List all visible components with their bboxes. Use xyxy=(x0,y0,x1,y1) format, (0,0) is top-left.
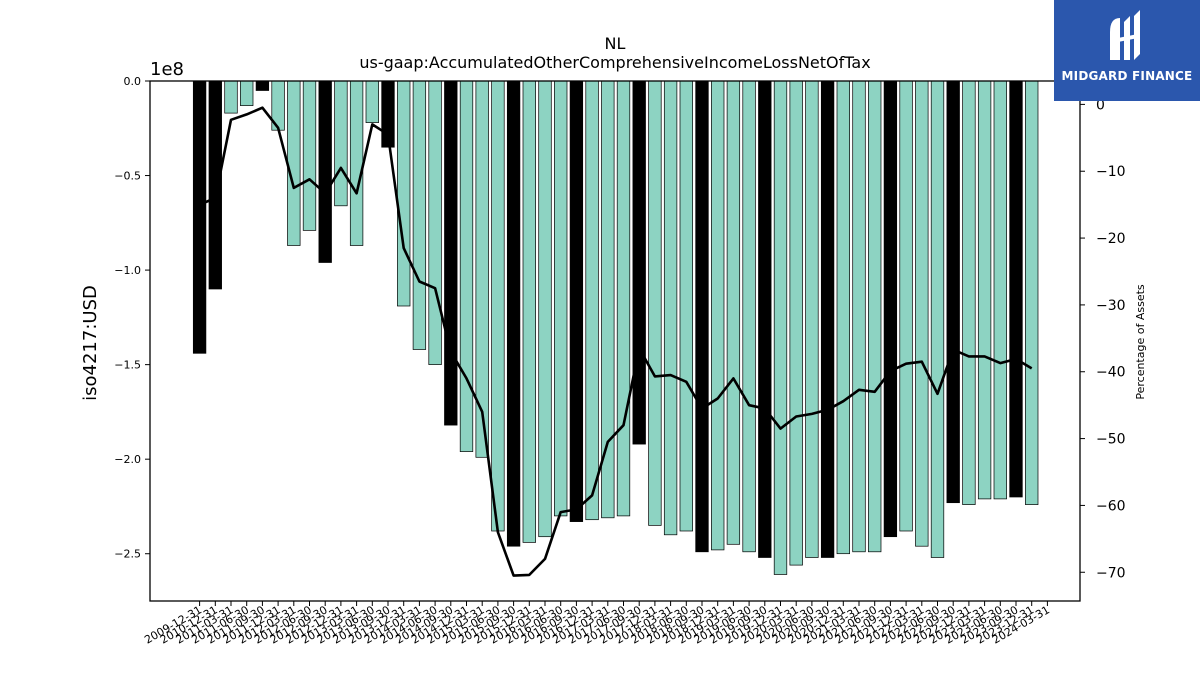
bar-2016-09-30 xyxy=(569,80,584,522)
bar-2016-06-30 xyxy=(554,80,568,517)
bar-2019-06-30 xyxy=(742,80,756,553)
y2-tick-label: −20 xyxy=(1096,231,1126,247)
x-ticks-group: 2009-12-312010-12-312011-03-312011-06-30… xyxy=(142,601,1052,647)
y-multiplier-label: 1e8 xyxy=(150,59,184,80)
bar-2023-12-31 xyxy=(1025,80,1039,505)
bar-2011-09-30 xyxy=(255,80,270,91)
bar-2011-03-31 xyxy=(224,80,238,114)
plot-frame xyxy=(149,80,1081,602)
y-tick-label: −1.5 xyxy=(114,359,141,372)
bar-2017-09-30 xyxy=(632,80,646,445)
bar-2022-12-31 xyxy=(962,80,976,505)
y2-tick-label: −30 xyxy=(1096,298,1126,314)
y2-tick-label: −10 xyxy=(1096,164,1126,180)
bar-2022-09-30 xyxy=(946,80,960,504)
bar-2021-09-30 xyxy=(883,80,898,538)
bar-2020-06-30 xyxy=(805,80,819,558)
bar-2013-03-31 xyxy=(349,80,364,246)
y2-tick-label: −60 xyxy=(1096,498,1126,514)
bar-2017-06-30 xyxy=(616,80,631,517)
y2-tick-label: −70 xyxy=(1096,565,1126,581)
y-ticks-group: 0.0 −0.5 −1.0 −1.5 −2.0 −2.5 xyxy=(114,75,150,561)
y-tick-label: −0.5 xyxy=(114,170,141,183)
bar-2016-12-31 xyxy=(585,80,599,521)
bar-2011-06-30 xyxy=(240,80,254,106)
bar-2014-12-31 xyxy=(459,80,474,452)
bar-2018-12-31 xyxy=(711,80,725,551)
bar-2017-03-31 xyxy=(601,80,615,519)
y2-tick-label: −40 xyxy=(1096,365,1126,381)
bar-2012-09-30 xyxy=(318,80,332,263)
bar-2012-06-30 xyxy=(302,80,317,231)
midgard-logo-icon xyxy=(1110,10,1140,60)
y2-ticks-group: 0 −10 −20 −30 −40 −50 −60 −70 xyxy=(1080,97,1126,581)
chart-subtitle: us-gaap:AccumulatedOtherComprehensiveInc… xyxy=(359,53,870,72)
logo-name: MIDGARD FINANCE xyxy=(1061,69,1193,83)
bar-2013-06-30 xyxy=(365,80,379,123)
bars-group xyxy=(192,80,1039,575)
bar-2014-03-31 xyxy=(412,80,427,350)
y2-tick-label: 0 xyxy=(1096,97,1105,113)
bar-2010-12-31 xyxy=(208,80,222,290)
bar-2016-03-31 xyxy=(538,80,552,538)
bar-2023-09-30 xyxy=(1009,80,1023,498)
midgard-logo: MIDGARD FINANCE xyxy=(1054,0,1200,101)
bar-2023-06-30 xyxy=(993,80,1007,500)
bar-2018-09-30 xyxy=(695,80,709,553)
y2-tick-label: −50 xyxy=(1096,432,1126,448)
y-tick-label: −2.0 xyxy=(114,453,141,466)
pct-assets-line xyxy=(199,106,1033,577)
bar-2019-12-31 xyxy=(773,80,788,575)
bar-2019-03-31 xyxy=(726,80,741,545)
bar-2019-09-30 xyxy=(758,80,772,558)
bar-2020-03-31 xyxy=(789,80,803,566)
y2-axis-label: Percentage of Assets xyxy=(1134,284,1147,400)
bar-2018-03-31 xyxy=(663,80,678,536)
bar-2015-12-31 xyxy=(522,80,536,543)
y-tick-label: −2.5 xyxy=(114,548,141,561)
bar-2020-09-30 xyxy=(820,80,835,558)
bar-2012-12-31 xyxy=(334,80,348,207)
bar-2009-12-31 xyxy=(192,80,207,354)
pct-line-group xyxy=(199,106,1033,577)
bar-2017-12-31 xyxy=(648,80,662,526)
y-axis-label: iso4217:USD xyxy=(80,285,101,401)
bar-2023-03-31 xyxy=(977,80,992,500)
y-tick-label: 0.0 xyxy=(124,75,142,88)
bar-2014-06-30 xyxy=(428,80,442,365)
chart-title: NL xyxy=(605,34,626,53)
bar-2015-06-30 xyxy=(491,80,505,532)
bar-2013-12-31 xyxy=(397,80,411,307)
bar-2020-12-31 xyxy=(836,80,850,555)
y-tick-label: −1.0 xyxy=(114,264,141,277)
bar-2014-09-30 xyxy=(444,80,458,426)
bar-2021-06-30 xyxy=(868,80,882,553)
bar-2018-06-30 xyxy=(679,80,693,532)
bar-2022-03-31 xyxy=(915,80,929,547)
bar-2021-12-31 xyxy=(899,80,913,532)
bar-2022-06-30 xyxy=(930,80,945,558)
bar-2015-09-30 xyxy=(506,80,521,547)
bar-2012-03-31 xyxy=(287,80,301,246)
bar-2021-03-31 xyxy=(852,80,866,553)
